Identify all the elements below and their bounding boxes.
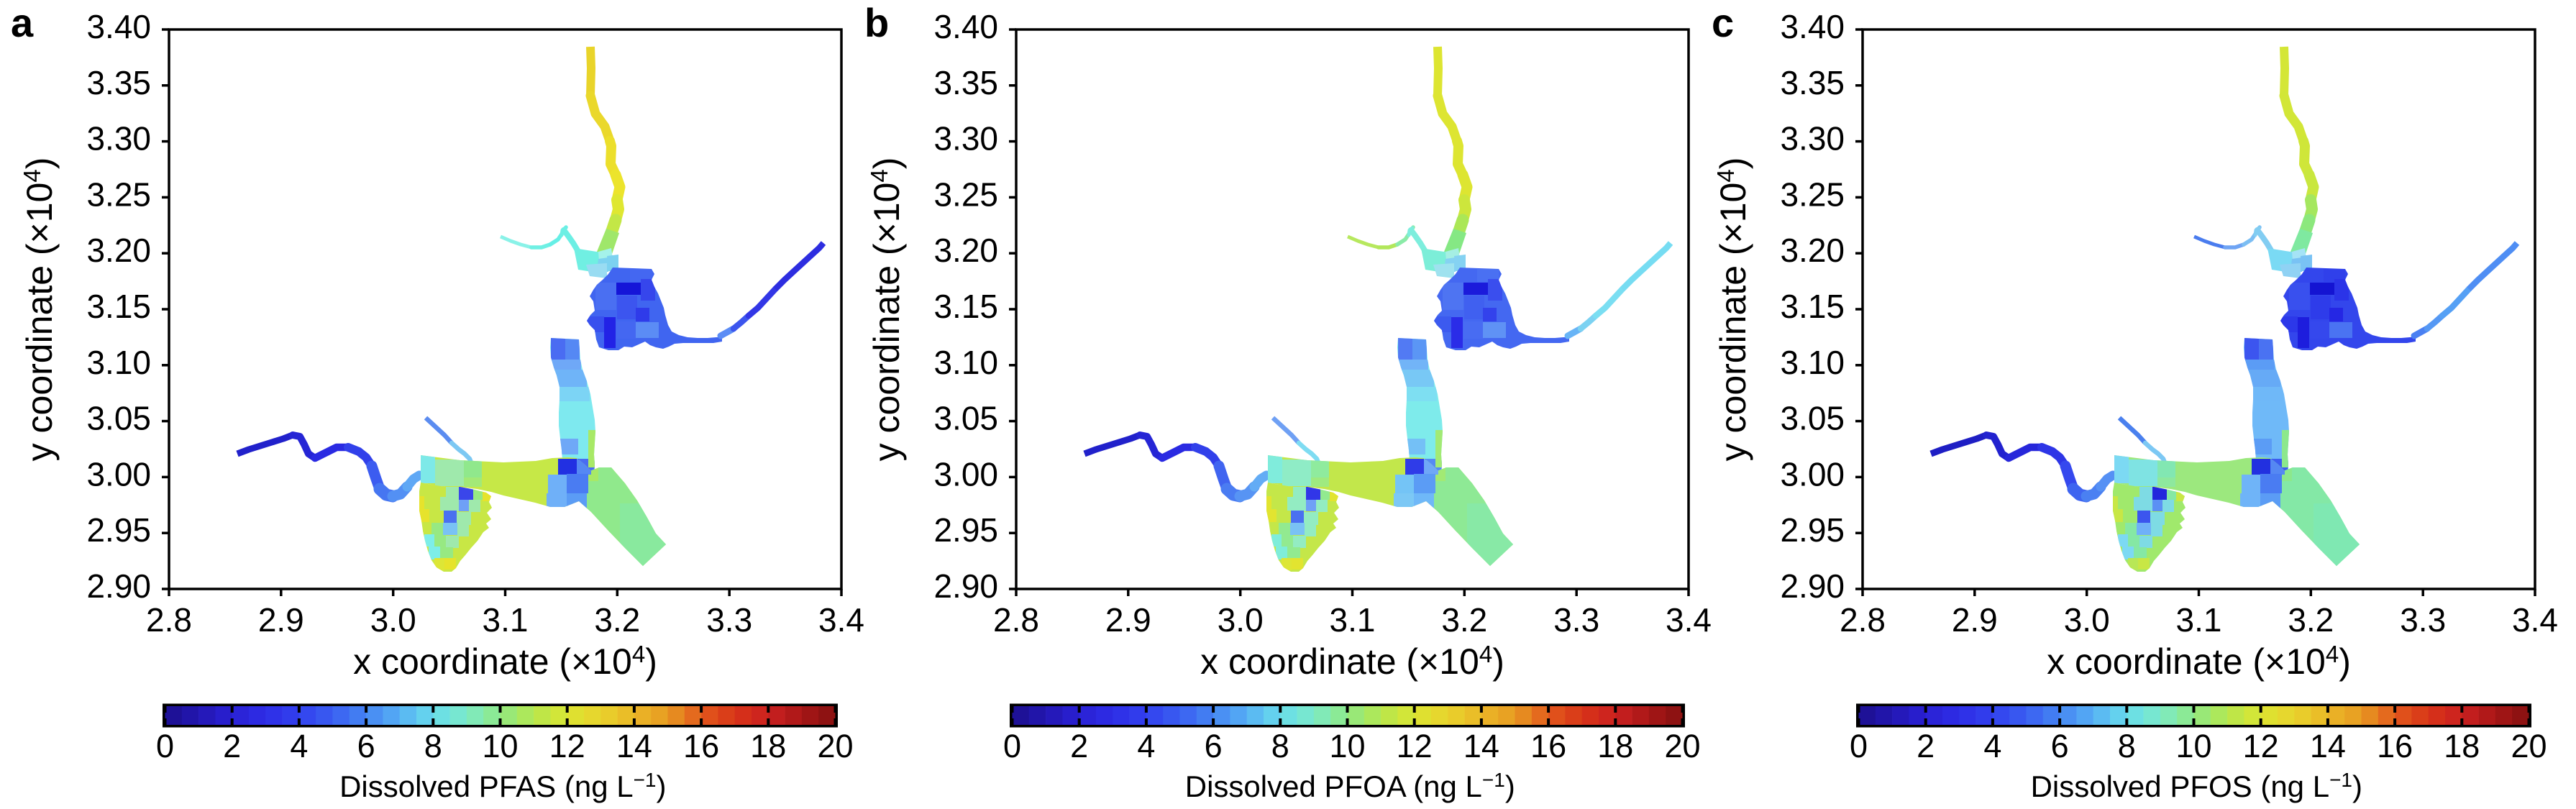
- svg-text:2.90: 2.90: [86, 567, 151, 605]
- svg-text:2.9: 2.9: [1105, 601, 1151, 639]
- svg-text:4: 4: [290, 728, 308, 764]
- svg-text:3.4: 3.4: [1666, 601, 1712, 639]
- svg-text:3.25: 3.25: [1780, 175, 1845, 213]
- svg-text:10: 10: [482, 728, 518, 764]
- svg-text:16: 16: [683, 728, 719, 764]
- svg-text:y coordinate (×104): y coordinate (×104): [866, 157, 907, 462]
- svg-text:3.2: 3.2: [2288, 601, 2334, 639]
- svg-text:3.10: 3.10: [1780, 344, 1845, 381]
- svg-text:3.1: 3.1: [483, 601, 529, 639]
- svg-text:3.40: 3.40: [933, 8, 998, 45]
- svg-text:x coordinate (×104): x coordinate (×104): [1200, 641, 1504, 682]
- svg-text:14: 14: [616, 728, 652, 764]
- svg-text:3.25: 3.25: [86, 175, 151, 213]
- svg-text:20: 20: [2511, 728, 2547, 764]
- svg-text:2.90: 2.90: [1780, 567, 1845, 605]
- svg-text:3.05: 3.05: [933, 400, 998, 437]
- svg-text:6: 6: [357, 728, 375, 764]
- svg-text:6: 6: [1205, 728, 1223, 764]
- svg-text:Dissolved PFOA (ng L−1): Dissolved PFOA (ng L−1): [1185, 769, 1515, 803]
- svg-text:3.15: 3.15: [1780, 288, 1845, 325]
- svg-text:16: 16: [1530, 728, 1566, 764]
- svg-text:18: 18: [750, 728, 786, 764]
- svg-text:4: 4: [1983, 728, 2001, 764]
- svg-text:20: 20: [1664, 728, 1700, 764]
- svg-text:3.15: 3.15: [933, 288, 998, 325]
- svg-text:3.10: 3.10: [86, 344, 151, 381]
- svg-text:3.00: 3.00: [1780, 455, 1845, 493]
- svg-text:8: 8: [2118, 728, 2136, 764]
- svg-text:2.95: 2.95: [933, 511, 998, 549]
- svg-text:3.4: 3.4: [2512, 601, 2558, 639]
- svg-text:2.8: 2.8: [1840, 601, 1886, 639]
- svg-text:2: 2: [1917, 728, 1935, 764]
- svg-text:12: 12: [2243, 728, 2279, 764]
- svg-text:2.95: 2.95: [86, 511, 151, 549]
- svg-text:Dissolved PFAS (ng L−1): Dissolved PFAS (ng L−1): [339, 769, 666, 803]
- svg-text:3.0: 3.0: [370, 601, 416, 639]
- svg-text:y coordinate (×104): y coordinate (×104): [1712, 157, 1753, 462]
- svg-text:Dissolved PFOS (ng L−1): Dissolved PFOS (ng L−1): [2031, 769, 2362, 803]
- svg-text:a: a: [11, 0, 34, 45]
- svg-text:0: 0: [1003, 728, 1021, 764]
- svg-text:3.20: 3.20: [86, 232, 151, 269]
- svg-text:12: 12: [549, 728, 585, 764]
- svg-text:2.95: 2.95: [1780, 511, 1845, 549]
- svg-text:3.40: 3.40: [86, 8, 151, 45]
- svg-text:0: 0: [1850, 728, 1868, 764]
- svg-text:3.3: 3.3: [706, 601, 752, 639]
- svg-text:3.35: 3.35: [86, 64, 151, 101]
- svg-text:4: 4: [1137, 728, 1155, 764]
- svg-text:3.1: 3.1: [1330, 601, 1376, 639]
- svg-text:3.00: 3.00: [86, 455, 151, 493]
- svg-text:3.2: 3.2: [594, 601, 640, 639]
- svg-text:3.3: 3.3: [2400, 601, 2446, 639]
- svg-text:3.1: 3.1: [2176, 601, 2222, 639]
- svg-text:3.0: 3.0: [2064, 601, 2110, 639]
- svg-text:3.05: 3.05: [1780, 400, 1845, 437]
- svg-text:3.20: 3.20: [933, 232, 998, 269]
- svg-text:3.05: 3.05: [86, 400, 151, 437]
- svg-text:14: 14: [1463, 728, 1499, 764]
- svg-text:3.30: 3.30: [1780, 120, 1845, 157]
- svg-text:8: 8: [1271, 728, 1289, 764]
- svg-text:20: 20: [817, 728, 853, 764]
- svg-text:3.3: 3.3: [1553, 601, 1599, 639]
- svg-text:2.9: 2.9: [1952, 601, 1998, 639]
- svg-text:6: 6: [2051, 728, 2069, 764]
- svg-text:14: 14: [2310, 728, 2346, 764]
- svg-text:16: 16: [2377, 728, 2413, 764]
- svg-text:2.8: 2.8: [146, 601, 192, 639]
- svg-text:3.4: 3.4: [818, 601, 864, 639]
- svg-text:3.35: 3.35: [933, 64, 998, 101]
- svg-text:12: 12: [1397, 728, 1433, 764]
- svg-text:3.20: 3.20: [1780, 232, 1845, 269]
- svg-text:3.30: 3.30: [933, 120, 998, 157]
- svg-text:0: 0: [156, 728, 174, 764]
- svg-text:2.9: 2.9: [258, 601, 304, 639]
- svg-text:3.25: 3.25: [933, 175, 998, 213]
- svg-text:3.15: 3.15: [86, 288, 151, 325]
- svg-text:3.35: 3.35: [1780, 64, 1845, 101]
- svg-text:18: 18: [2444, 728, 2480, 764]
- svg-text:10: 10: [2175, 728, 2211, 764]
- svg-text:3.2: 3.2: [1441, 601, 1487, 639]
- svg-text:3.00: 3.00: [933, 455, 998, 493]
- svg-text:y coordinate (×104): y coordinate (×104): [19, 157, 60, 462]
- svg-text:2: 2: [223, 728, 241, 764]
- svg-text:2.90: 2.90: [933, 567, 998, 605]
- svg-text:3.40: 3.40: [1780, 8, 1845, 45]
- svg-text:x coordinate (×104): x coordinate (×104): [2047, 641, 2351, 682]
- svg-text:3.30: 3.30: [86, 120, 151, 157]
- svg-text:18: 18: [1597, 728, 1633, 764]
- svg-text:2.8: 2.8: [993, 601, 1039, 639]
- svg-text:2: 2: [1070, 728, 1088, 764]
- svg-text:b: b: [864, 0, 889, 45]
- svg-text:8: 8: [424, 728, 442, 764]
- svg-text:x coordinate (×104): x coordinate (×104): [353, 641, 657, 682]
- svg-text:10: 10: [1329, 728, 1365, 764]
- svg-text:3.0: 3.0: [1218, 601, 1264, 639]
- svg-text:c: c: [1712, 0, 1734, 45]
- svg-text:3.10: 3.10: [933, 344, 998, 381]
